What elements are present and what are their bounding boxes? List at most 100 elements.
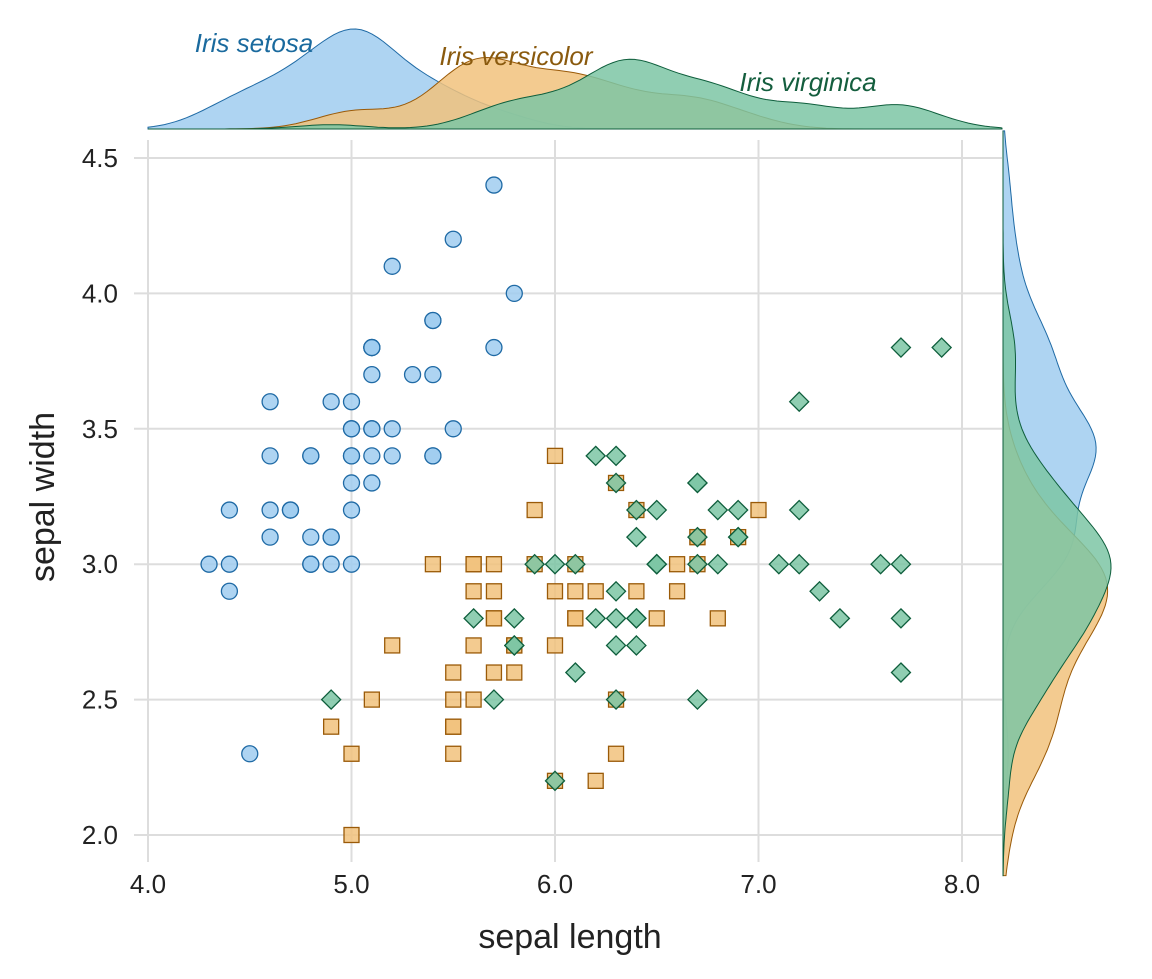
diamond-point (707, 499, 729, 521)
diamond-point (768, 553, 790, 575)
series-label: Iris virginica (739, 67, 876, 97)
diamond-point (788, 391, 810, 413)
square-point (526, 501, 543, 519)
top-density-curve (148, 58, 1003, 130)
square-point (363, 691, 381, 708)
diamond-point (605, 635, 627, 656)
y-tick-label: 2.0 (82, 820, 118, 850)
square-point (322, 718, 340, 735)
circle-point (220, 555, 239, 573)
diamond-point (707, 553, 729, 575)
square-point (445, 691, 462, 708)
y-tick-label: 4.0 (82, 278, 118, 308)
circle-point (342, 474, 361, 492)
y-tick-label: 3.5 (82, 414, 118, 444)
square-point (546, 637, 564, 654)
x-tick-label: 8.0 (944, 869, 980, 899)
diamond-point (625, 526, 647, 548)
circle-point (403, 365, 422, 384)
x-axis-title: sepal length (478, 918, 661, 956)
square-point (750, 501, 767, 519)
circle-point (261, 501, 279, 519)
right-marginal-density (1002, 130, 1112, 877)
circle-point (261, 528, 279, 546)
circle-point (424, 311, 442, 330)
circle-point (424, 365, 442, 384)
circle-point (485, 176, 503, 194)
square-point (485, 610, 503, 627)
diamond-point (605, 580, 627, 602)
diamond-point (605, 689, 627, 711)
square-point (648, 610, 665, 627)
diamond-point (809, 580, 830, 602)
square-point (567, 583, 584, 600)
circle-point (342, 555, 361, 573)
diamond-point (605, 445, 627, 467)
plot-gridlines (134, 140, 1002, 862)
circle-point (220, 501, 239, 519)
y-tick-label: 4.5 (82, 143, 118, 173)
square-point (587, 583, 604, 600)
y-axis-title: sepal width (24, 412, 62, 582)
square-point (485, 556, 503, 573)
diamond-point (625, 635, 647, 656)
series-label: Iris setosa (195, 28, 314, 58)
diamond-point (788, 499, 810, 521)
circle-point (363, 338, 381, 357)
diamond-point (625, 607, 647, 629)
circle-point (342, 501, 361, 519)
circle-point (200, 555, 218, 573)
diamond-point (890, 607, 912, 629)
square-point (343, 826, 360, 844)
diamond-point (646, 553, 668, 575)
diamond-point (727, 499, 749, 521)
diamond-point (890, 337, 912, 358)
y-tick-label: 2.5 (82, 685, 118, 715)
right-density-curve (1002, 130, 1112, 877)
square-point (485, 583, 503, 600)
square-point (465, 637, 482, 654)
y-tick-label: 3.0 (82, 549, 118, 579)
diamond-point (625, 499, 647, 521)
diamond-point (687, 526, 708, 548)
square-point (709, 610, 726, 627)
square-point (465, 583, 482, 600)
circle-point (302, 555, 320, 573)
x-tick-label: 6.0 (537, 869, 573, 899)
diamond-point (585, 445, 607, 467)
circle-point (281, 501, 300, 519)
circle-point (485, 338, 503, 357)
circle-point (383, 420, 401, 438)
circle-point (241, 745, 259, 763)
square-point (628, 583, 645, 600)
diamond-point (503, 607, 525, 629)
diamond-point (605, 472, 627, 494)
x-tick-label: 5.0 (333, 869, 369, 899)
diamond-point (890, 662, 912, 683)
square-point (668, 583, 686, 600)
diamond-point (483, 689, 505, 711)
square-point (607, 745, 625, 762)
circle-point (444, 230, 462, 248)
circle-point (505, 284, 523, 303)
square-point (465, 556, 482, 573)
diamond-point (646, 499, 668, 521)
square-point (445, 718, 462, 735)
x-tick-label: 7.0 (740, 869, 776, 899)
circle-point (261, 393, 279, 411)
square-point (445, 745, 462, 762)
diamond-point (320, 689, 342, 711)
circle-point (342, 447, 361, 465)
circle-point (383, 257, 401, 275)
circle-point (363, 420, 381, 438)
square-point (587, 772, 604, 789)
circle-point (424, 447, 442, 465)
diamond-point (788, 553, 810, 575)
axis-ticks: 4.0 5.0 6.0 7.0 8.0 2.0 2.5 3.0 3.5 4.0 4.5 (82, 143, 980, 899)
series-label: Iris versicolor (439, 41, 593, 71)
diamond-point (687, 689, 708, 711)
diamond-point (727, 526, 749, 548)
square-point (567, 610, 584, 627)
diamond-point (870, 553, 892, 575)
